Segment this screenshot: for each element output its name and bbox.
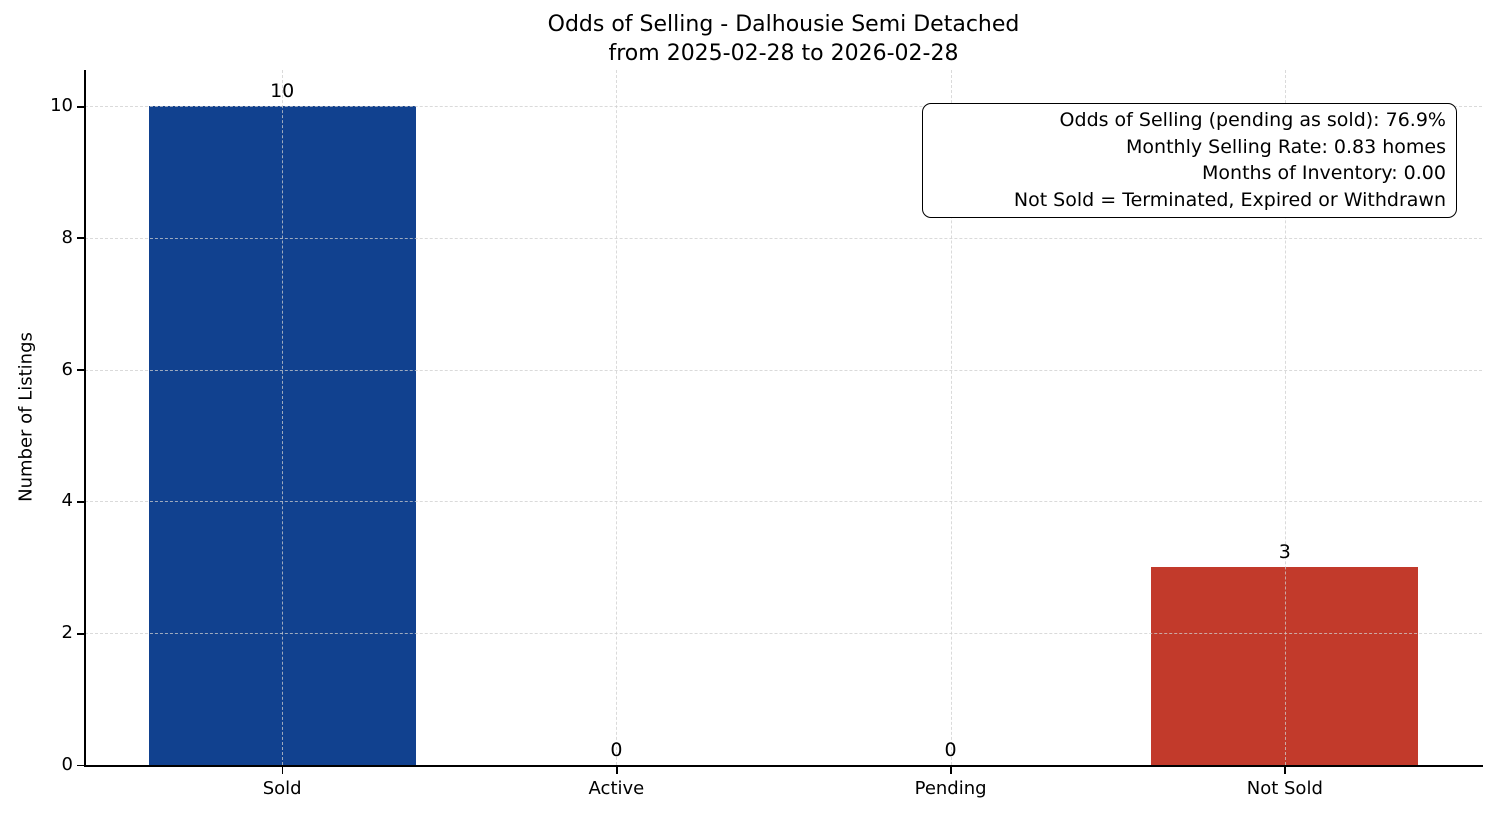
gridline-v-pending <box>950 70 952 765</box>
gridline-h-2 <box>85 633 1482 635</box>
bar-value-label-active: 0 <box>610 739 623 761</box>
stats-line-odds-of-selling: Odds of Selling (pending as sold): 76.9% <box>1059 109 1446 131</box>
y-tick-label-10: 10 <box>50 95 73 117</box>
bar-not-sold <box>1151 567 1419 765</box>
y-tick-label-0: 0 <box>61 754 73 775</box>
x-tick-label-active: Active <box>588 778 645 799</box>
stats-line-monthly-selling-rate: Monthly Selling Rate: 0.83 homes <box>1126 135 1446 158</box>
chart-title: Odds of Selling - Dalhousie Semi Detache… <box>547 12 1020 37</box>
y-tick-mark-4 <box>77 500 84 503</box>
stats-line-months-of-inventory: Months of Inventory: 0.00 <box>1202 162 1446 184</box>
x-tick-mark-not-sold <box>1284 767 1287 774</box>
y-tick-mark-8 <box>77 237 84 240</box>
x-tick-label-not-sold: Not Sold <box>1246 778 1323 799</box>
gridline-h-10 <box>85 106 1482 108</box>
x-tick-mark-pending <box>950 767 952 774</box>
x-axis-spine <box>84 765 1483 767</box>
x-tick-label-pending: Pending <box>914 778 987 799</box>
y-tick-label-6: 6 <box>61 358 73 380</box>
gridline-v-not-sold <box>1284 70 1286 765</box>
y-tick-label-8: 8 <box>61 226 73 248</box>
gridline-v-active <box>616 70 618 765</box>
y-tick-label-2: 2 <box>61 622 73 644</box>
y-tick-mark-6 <box>77 369 84 372</box>
y-axis-spine <box>84 70 86 767</box>
y-tick-label-4: 4 <box>61 490 73 512</box>
x-tick-label-sold: Sold <box>262 778 302 799</box>
x-tick-mark-active <box>615 767 618 774</box>
y-tick-mark-2 <box>77 632 84 635</box>
bar-value-label-sold: 10 <box>270 80 295 103</box>
stats-annotation-box: Odds of Selling (pending as sold): 76.9%… <box>922 103 1457 218</box>
gridline-v-sold <box>282 70 284 765</box>
gridline-h-8 <box>85 237 1482 239</box>
gridline-h-6 <box>85 369 1482 371</box>
gridline-h-4 <box>85 501 1482 503</box>
stats-line-not-sold-definition: Not Sold = Terminated, Expired or Withdr… <box>1013 188 1446 211</box>
bar-value-label-pending: 0 <box>944 739 957 761</box>
chart-subtitle: from 2025-02-28 to 2026-02-28 <box>608 41 959 66</box>
x-tick-mark-sold <box>281 767 284 774</box>
y-tick-mark-0 <box>77 764 84 767</box>
bar-value-label-not-sold: 3 <box>1278 541 1291 564</box>
y-tick-mark-10 <box>77 105 84 108</box>
